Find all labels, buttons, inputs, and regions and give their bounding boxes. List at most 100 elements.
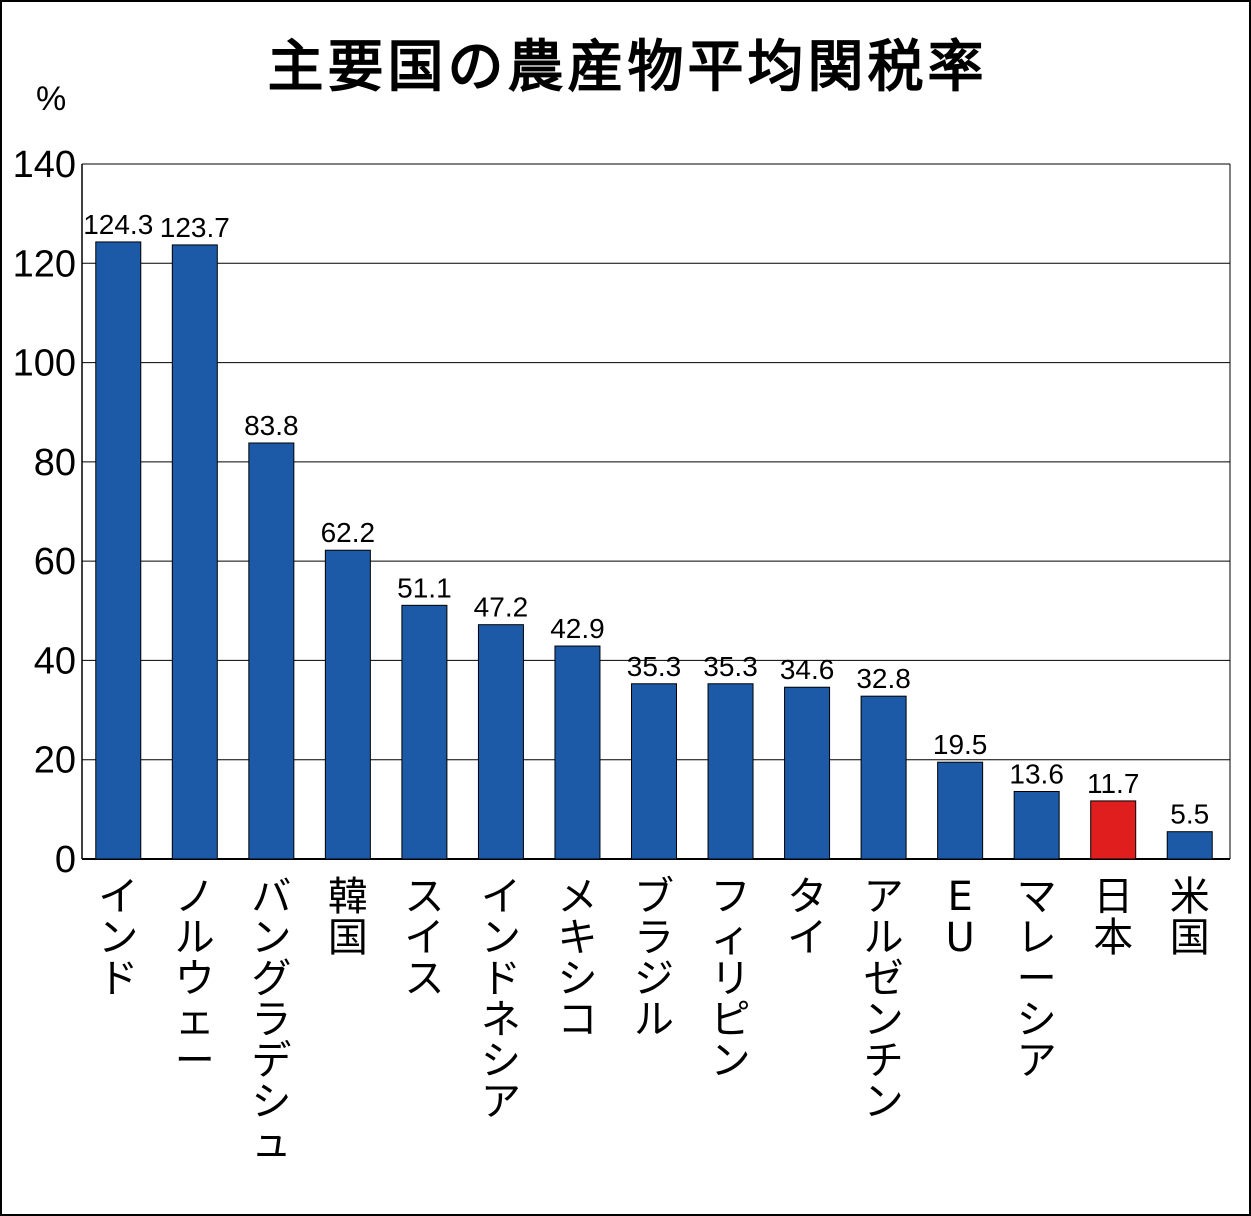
bar-value-label: 11.7 <box>1087 768 1139 799</box>
category-label-char: ジ <box>634 956 674 1002</box>
y-tick-label: 100 <box>13 343 76 385</box>
category-label-char: ュ <box>251 1120 291 1166</box>
bar <box>937 761 984 860</box>
y-tick-label: 40 <box>34 640 76 682</box>
bar <box>95 241 142 860</box>
bar-value-label: 42.9 <box>550 613 605 644</box>
category-label-char: バ <box>251 874 291 920</box>
bar <box>248 442 295 860</box>
bar <box>401 604 448 860</box>
y-tick-label: 0 <box>55 839 76 881</box>
y-tick-label: 140 <box>13 144 76 186</box>
category-label-char: マ <box>1017 874 1057 920</box>
y-axis-ticks: 0 20 40 60 80 100 120 140 <box>13 144 76 881</box>
category-label-char: ン <box>481 915 521 961</box>
category-label-char: ネ <box>481 997 521 1043</box>
category-label-char: チ <box>864 1038 904 1084</box>
category-label: 米国 <box>1170 874 1210 961</box>
category-label-char: キ <box>557 915 597 961</box>
bar-value-label: 47.2 <box>474 592 529 623</box>
category-label-char: ー <box>175 1038 215 1084</box>
bar <box>860 695 907 860</box>
bar <box>784 686 831 860</box>
category-label-char: ィ <box>711 915 751 961</box>
category-label-char: ラ <box>634 915 674 961</box>
bars <box>95 241 1213 860</box>
category-label-char: ウ <box>175 956 215 1002</box>
bar-value-label: 124.3 <box>83 209 153 240</box>
category-label-char: ラ <box>251 997 291 1043</box>
bar <box>554 645 601 860</box>
category-label-char: ー <box>1017 956 1057 1002</box>
category-label-char: ア <box>481 1079 521 1125</box>
category-label-char: ル <box>864 915 904 961</box>
category-label-char: 国 <box>1170 915 1210 961</box>
category-label-char: コ <box>557 997 597 1043</box>
category-label-char: ゼ <box>864 956 904 1002</box>
chart-title: 主要国の農産物平均関税率 <box>267 35 988 100</box>
category-label: インド <box>98 874 138 1002</box>
category-label-char: シ <box>251 1079 291 1125</box>
category-label-char: デ <box>251 1038 291 1084</box>
bar <box>1090 800 1137 860</box>
category-label: タイ <box>787 874 827 961</box>
category-label-char: イ <box>787 915 827 961</box>
category-label-char: ン <box>98 915 138 961</box>
bar-value-label: 13.6 <box>1009 758 1064 789</box>
category-label-char: ン <box>864 997 904 1043</box>
y-tick-label: 60 <box>34 541 76 583</box>
bar <box>1166 831 1213 860</box>
bar-value-label: 35.3 <box>703 651 758 682</box>
y-tick-label: 20 <box>34 740 76 782</box>
category-labels: インドノルウェーバングラデシュ韓国スイスインドネシアメキシコブラジルフィリピンタ… <box>98 874 1209 1166</box>
category-label: スイス <box>404 874 444 1002</box>
category-label-char: ン <box>711 1038 751 1084</box>
category-label-char: ア <box>1017 1038 1057 1084</box>
bar-value-label: 5.5 <box>1170 799 1209 830</box>
bar <box>707 683 754 860</box>
category-label-char: 米 <box>1170 874 1210 920</box>
category-label-char: ル <box>634 997 674 1043</box>
category-label-char: ド <box>98 956 138 1002</box>
category-label-char: ド <box>481 956 521 1002</box>
category-label-char: ノ <box>175 874 215 920</box>
y-tick-label: 120 <box>13 243 76 285</box>
bar-value-label: 35.3 <box>627 651 682 682</box>
bar-value-label: 32.8 <box>856 663 911 694</box>
category-label-char: E <box>947 874 972 920</box>
bar <box>631 683 677 860</box>
bar-value-label: 83.8 <box>244 410 299 441</box>
y-tick-label: 80 <box>34 442 76 484</box>
bar-value-label: 62.2 <box>321 517 376 548</box>
category-label: EU <box>945 874 974 961</box>
category-label-char: U <box>945 915 974 961</box>
category-label-char: ブ <box>634 874 674 920</box>
category-label-char: レ <box>1017 915 1057 961</box>
y-axis-unit: % <box>36 80 67 118</box>
category-label-char: フ <box>711 874 751 920</box>
bar <box>477 624 524 860</box>
bar <box>1013 790 1060 860</box>
category-label-char: イ <box>404 915 444 961</box>
category-label-char: 国 <box>328 915 368 961</box>
category-label-char: シ <box>481 1038 521 1084</box>
category-label: 韓国 <box>328 874 368 961</box>
category-label-char: ン <box>864 1079 904 1125</box>
category-label-char: 日 <box>1093 874 1133 920</box>
category-label-char: タ <box>787 874 827 920</box>
category-label-char: 韓 <box>328 874 368 920</box>
category-label-char: ン <box>251 915 291 961</box>
category-label-char: シ <box>557 956 597 1002</box>
bar <box>171 244 218 860</box>
category-label-char: ア <box>864 874 904 920</box>
category-label-char: リ <box>711 956 751 1002</box>
category-label-char: 本 <box>1093 915 1133 961</box>
